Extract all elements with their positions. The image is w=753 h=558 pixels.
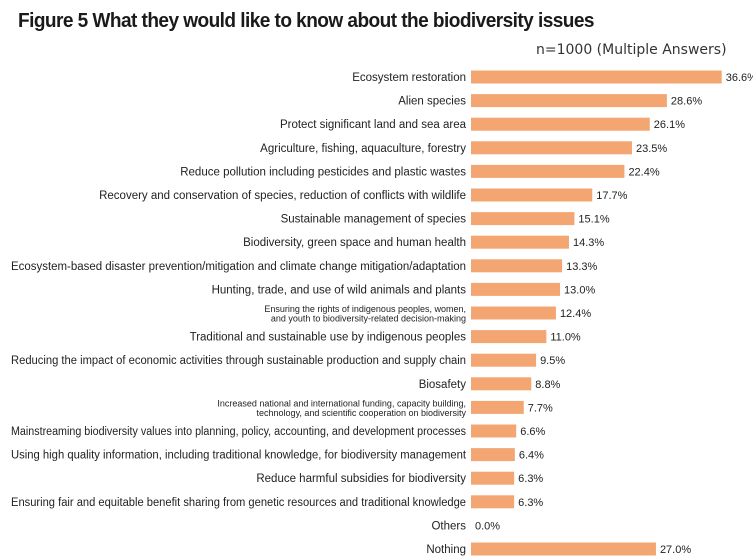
bar [471,117,650,131]
category-label: Ecosystem-based disaster prevention/miti… [11,261,466,273]
value-label: 6.6% [520,426,545,438]
value-label: 22.4% [628,166,659,178]
category-label: Reducing the impact of economic activiti… [11,355,466,367]
bar [471,495,515,509]
value-label: 13.0% [564,284,595,296]
category-label: technology, and scientific cooperation o… [257,408,467,418]
bar [471,330,547,344]
value-label: 14.3% [573,237,604,249]
value-label: 36.6% [726,72,753,84]
category-label: Nothing [426,544,466,556]
value-label: 15.1% [578,214,609,226]
bar [471,164,625,178]
bar [471,306,556,320]
bar [471,448,515,462]
sample-size-note: n=1000 (Multiple Answers) [536,42,727,58]
bar [471,542,656,556]
category-label: Ensuring the rights of indigenous people… [264,304,466,314]
category-label: Ensuring fair and equitable benefit shar… [11,497,466,509]
value-label: 8.8% [535,379,560,391]
bar [471,141,632,155]
category-label: Protect significant land and sea area [280,119,467,131]
category-label: Others [431,520,466,532]
chart-title: Figure 5 What they would like to know ab… [18,9,595,32]
value-label: 6.3% [518,497,543,509]
category-label: Traditional and sustainable use by indig… [190,332,467,344]
value-label: 12.4% [560,308,591,320]
category-label: and youth to biodiversity-related decisi… [271,314,466,324]
value-label: 6.3% [518,473,543,485]
bar [471,70,722,84]
value-label: 13.3% [566,261,597,273]
value-label: 26.1% [654,119,685,131]
bar [471,235,569,249]
value-label: 0.0% [475,520,500,532]
value-label: 28.6% [671,96,702,108]
category-label: Hunting, trade, and use of wild animals … [212,284,467,296]
category-label: Agriculture, fishing, aquaculture, fores… [260,143,466,155]
category-label: Ecosystem restoration [352,72,466,84]
category-label: Biosafety [419,379,467,391]
category-label: Mainstreaming biodiversity values into p… [11,426,466,438]
value-label: 7.7% [528,402,553,414]
value-label: 23.5% [636,143,667,155]
bar [471,188,593,202]
category-label: Alien species [398,96,466,108]
category-label: Recovery and conservation of species, re… [99,190,466,202]
bar [471,212,575,226]
bar [471,259,563,273]
value-label: 27.0% [660,544,691,556]
category-label: Increased national and international fun… [217,398,466,408]
value-label: 11.0% [550,332,581,344]
bar [471,377,532,391]
category-label: Reduce pollution including pesticides an… [180,166,466,178]
category-label: Biodiversity, green space and human heal… [243,237,466,249]
bar [471,353,537,367]
value-label: 6.4% [519,450,544,462]
bar [471,424,517,438]
bar [471,282,561,296]
value-label: 17.7% [596,190,627,202]
bar [471,400,524,414]
category-label: Using high quality information, includin… [11,450,467,462]
value-label: 9.5% [540,355,565,367]
category-label: Sustainable management of species [281,214,467,226]
bar [471,471,515,485]
bar [471,94,667,108]
category-label: Reduce harmful subsidies for biodiversit… [256,473,466,485]
